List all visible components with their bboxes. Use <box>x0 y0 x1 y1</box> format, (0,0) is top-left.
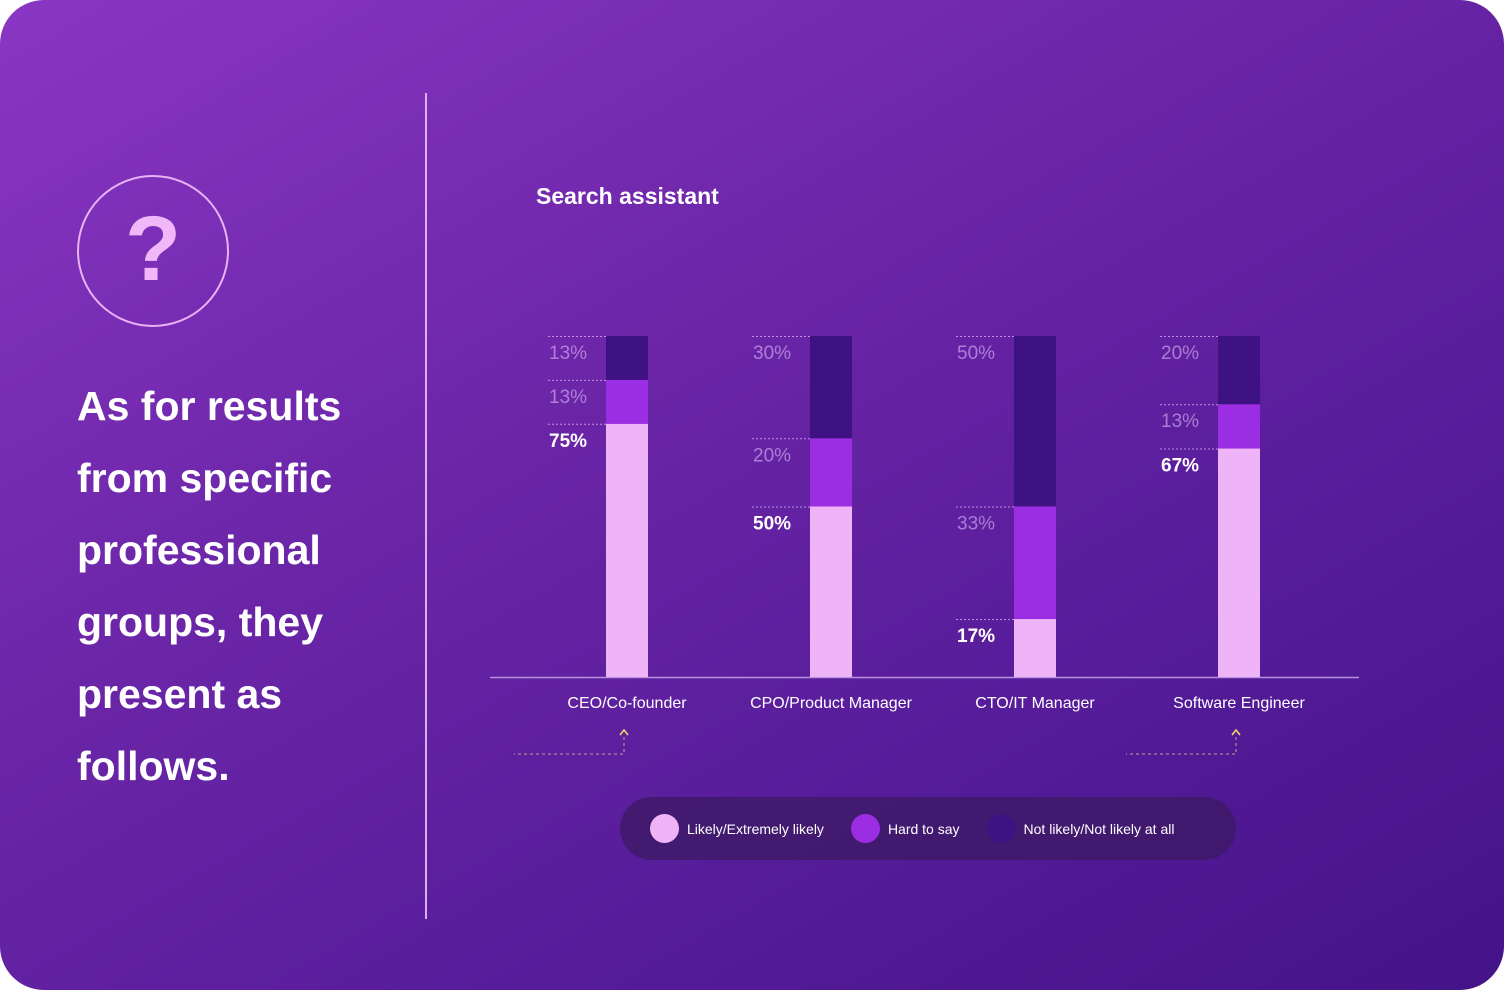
bar-segment-hard-to-say-software-engineer <box>1218 404 1260 449</box>
category-label-cto-it-manager: CTO/IT Manager <box>975 695 1095 712</box>
data-label-likely-cpo-product-manager: 50% <box>753 514 791 535</box>
highlight-connector-ceo-co-founder <box>514 737 625 755</box>
data-label-not-likely-cpo-product-manager: 30% <box>753 343 791 364</box>
data-label-hard-to-say-cto-it-manager: 33% <box>957 514 995 535</box>
bar-segment-likely-cto-it-manager <box>1014 619 1056 677</box>
bar-segment-hard-to-say-cpo-product-manager <box>810 438 852 507</box>
data-label-hard-to-say-software-engineer: 13% <box>1161 411 1199 432</box>
bar-segment-not-likely-cto-it-manager <box>1014 336 1056 507</box>
question-mark-icon: ? <box>77 175 229 327</box>
legend-dot-hard-to-say <box>850 814 880 843</box>
question-mark-glyph: ? <box>124 198 182 300</box>
legend-dot-likely <box>650 814 679 843</box>
bar-segment-likely-ceo-co-founder <box>606 423 648 677</box>
divider <box>425 93 427 919</box>
legend: Likely/Extremely likely Hard to say Not … <box>620 797 1236 860</box>
category-label-software-engineer: Software Engineer <box>1173 695 1305 712</box>
legend-item-not-likely: Not likely/Not likely at all <box>986 814 1175 843</box>
bar-segment-not-likely-cpo-product-manager <box>810 336 852 439</box>
legend-item-likely: Likely/Extremely likely <box>650 814 824 843</box>
bar-segment-hard-to-say-ceo-co-founder <box>606 379 648 424</box>
data-label-not-likely-software-engineer: 20% <box>1161 343 1199 364</box>
data-label-hard-to-say-cpo-product-manager: 20% <box>753 445 791 466</box>
highlight-arrow-software-engineer <box>1231 728 1241 736</box>
legend-label-hard-to-say: Hard to say <box>887 820 960 837</box>
bar-segment-not-likely-software-engineer <box>1218 336 1260 405</box>
legend-dot-not-likely <box>986 814 1016 843</box>
data-label-likely-software-engineer: 67% <box>1161 456 1199 477</box>
bar-segment-likely-cpo-product-manager <box>810 506 852 677</box>
legend-label-likely: Likely/Extremely likely <box>687 820 824 837</box>
data-label-not-likely-cto-it-manager: 50% <box>957 343 995 364</box>
bar-segment-not-likely-ceo-co-founder <box>606 336 648 380</box>
legend-item-hard-to-say: Hard to say <box>850 814 960 843</box>
category-label-cpo-product-manager: CPO/Product Manager <box>750 695 913 712</box>
intro-text: As for results from specific professiona… <box>77 383 342 789</box>
highlight-arrow-ceo-co-founder <box>619 728 629 736</box>
legend-label-not-likely: Not likely/Not likely at all <box>1023 820 1175 837</box>
data-label-not-likely-ceo-co-founder: 13% <box>549 343 587 364</box>
chart-title: Search assistant <box>536 183 719 209</box>
data-label-likely-ceo-co-founder: 75% <box>549 431 587 452</box>
category-label-ceo-co-founder: CEO/Co-founder <box>567 695 687 712</box>
bar-segment-hard-to-say-cto-it-manager <box>1014 506 1056 620</box>
data-label-likely-cto-it-manager: 17% <box>957 626 995 647</box>
bar-segment-likely-software-engineer <box>1218 448 1260 677</box>
data-label-hard-to-say-ceo-co-founder: 13% <box>549 387 587 408</box>
highlight-connector-software-engineer <box>1126 737 1237 755</box>
